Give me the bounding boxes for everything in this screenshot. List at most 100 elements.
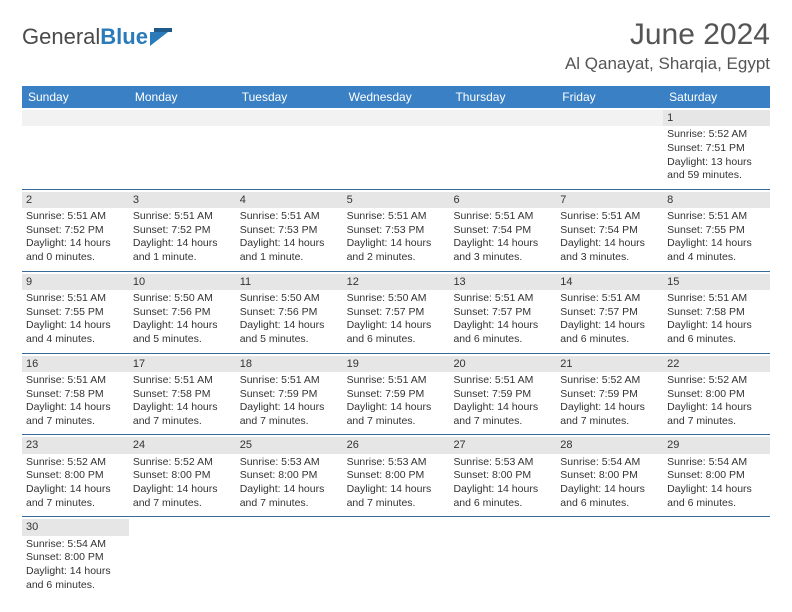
sunrise-text: Sunrise: 5:52 AM (667, 374, 766, 388)
day-header-sunday: Sunday (22, 86, 129, 108)
daylight-text: and 59 minutes. (667, 169, 766, 183)
sunset-text: Sunset: 7:54 PM (453, 224, 552, 238)
sunset-text: Sunset: 7:59 PM (453, 388, 552, 402)
day-number: 17 (129, 356, 236, 372)
day-number (449, 110, 556, 126)
calendar-cell (236, 517, 343, 598)
day-number (449, 519, 556, 535)
day-header-monday: Monday (129, 86, 236, 108)
sunrise-text: Sunrise: 5:54 AM (560, 456, 659, 470)
calendar-cell: 7Sunrise: 5:51 AMSunset: 7:54 PMDaylight… (556, 190, 663, 271)
daylight-text: Daylight: 14 hours (26, 565, 125, 579)
day-number: 3 (129, 192, 236, 208)
sunset-text: Sunset: 7:51 PM (667, 142, 766, 156)
day-number: 23 (22, 437, 129, 453)
daylight-text: Daylight: 14 hours (453, 319, 552, 333)
daylight-text: and 3 minutes. (453, 251, 552, 265)
day-number: 30 (22, 519, 129, 535)
calendar-cell (663, 517, 770, 598)
sunset-text: Sunset: 7:56 PM (133, 306, 232, 320)
calendar-cell (343, 517, 450, 598)
daylight-text: and 1 minute. (240, 251, 339, 265)
day-number (343, 110, 450, 126)
sunset-text: Sunset: 8:00 PM (667, 388, 766, 402)
sunrise-text: Sunrise: 5:52 AM (560, 374, 659, 388)
calendar-cell: 13Sunrise: 5:51 AMSunset: 7:57 PMDayligh… (449, 272, 556, 353)
sunset-text: Sunset: 8:00 PM (133, 469, 232, 483)
day-number: 9 (22, 274, 129, 290)
daylight-text: and 4 minutes. (667, 251, 766, 265)
day-number (22, 110, 129, 126)
sunset-text: Sunset: 8:00 PM (560, 469, 659, 483)
day-number: 13 (449, 274, 556, 290)
sunrise-text: Sunrise: 5:51 AM (560, 210, 659, 224)
daylight-text: Daylight: 14 hours (667, 319, 766, 333)
day-number: 12 (343, 274, 450, 290)
calendar-cell (236, 108, 343, 189)
daylight-text: Daylight: 14 hours (453, 483, 552, 497)
daylight-text: and 6 minutes. (26, 579, 125, 593)
daylight-text: Daylight: 14 hours (133, 237, 232, 251)
header: GeneralBlue June 2024 Al Qanayat, Sharqi… (22, 18, 770, 78)
logo: GeneralBlue (22, 24, 172, 50)
calendar-cell: 22Sunrise: 5:52 AMSunset: 8:00 PMDayligh… (663, 354, 770, 435)
day-number: 16 (22, 356, 129, 372)
daylight-text: and 7 minutes. (240, 497, 339, 511)
day-number: 27 (449, 437, 556, 453)
logo-text-general: General (22, 24, 100, 50)
day-header-saturday: Saturday (663, 86, 770, 108)
calendar-cell: 16Sunrise: 5:51 AMSunset: 7:58 PMDayligh… (22, 354, 129, 435)
day-number (129, 519, 236, 535)
daylight-text: Daylight: 14 hours (667, 237, 766, 251)
calendar-cell: 21Sunrise: 5:52 AMSunset: 7:59 PMDayligh… (556, 354, 663, 435)
day-number: 6 (449, 192, 556, 208)
day-header-wednesday: Wednesday (343, 86, 450, 108)
week-row: 2Sunrise: 5:51 AMSunset: 7:52 PMDaylight… (22, 190, 770, 272)
calendar-cell: 2Sunrise: 5:51 AMSunset: 7:52 PMDaylight… (22, 190, 129, 271)
calendar-cell: 15Sunrise: 5:51 AMSunset: 7:58 PMDayligh… (663, 272, 770, 353)
day-header-thursday: Thursday (449, 86, 556, 108)
calendar-cell: 30 Sunrise: 5:54 AMSunset: 8:00 PMDayligh… (22, 517, 129, 598)
sunrise-text: Sunrise: 5:53 AM (453, 456, 552, 470)
sunrise-text: Sunrise: 5:53 AM (240, 456, 339, 470)
day-number: 4 (236, 192, 343, 208)
day-number (236, 519, 343, 535)
sunrise-text: Sunrise: 5:51 AM (667, 210, 766, 224)
sunrise-text: Sunrise: 5:54 AM (667, 456, 766, 470)
week-row: 16Sunrise: 5:51 AMSunset: 7:58 PMDayligh… (22, 354, 770, 436)
sunrise-text: Sunrise: 5:51 AM (26, 374, 125, 388)
flag-icon (150, 28, 172, 46)
day-number: 5 (343, 192, 450, 208)
calendar-cell: 19Sunrise: 5:51 AMSunset: 7:59 PMDayligh… (343, 354, 450, 435)
calendar-cell: 20Sunrise: 5:51 AMSunset: 7:59 PMDayligh… (449, 354, 556, 435)
sunrise-text: Sunrise: 5:54 AM (26, 538, 125, 552)
location: Al Qanayat, Sharqia, Egypt (565, 54, 770, 74)
daylight-text: and 7 minutes. (26, 497, 125, 511)
daylight-text: Daylight: 14 hours (240, 237, 339, 251)
day-number: 26 (343, 437, 450, 453)
calendar-cell: 6Sunrise: 5:51 AMSunset: 7:54 PMDaylight… (449, 190, 556, 271)
calendar-cell: 18Sunrise: 5:51 AMSunset: 7:59 PMDayligh… (236, 354, 343, 435)
day-header-friday: Friday (556, 86, 663, 108)
calendar-cell: 11Sunrise: 5:50 AMSunset: 7:56 PMDayligh… (236, 272, 343, 353)
day-number: 7 (556, 192, 663, 208)
sunrise-text: Sunrise: 5:51 AM (560, 292, 659, 306)
calendar-cell: 8Sunrise: 5:51 AMSunset: 7:55 PMDaylight… (663, 190, 770, 271)
day-number (129, 110, 236, 126)
sunset-text: Sunset: 7:55 PM (667, 224, 766, 238)
sunset-text: Sunset: 8:00 PM (347, 469, 446, 483)
calendar-cell: 27Sunrise: 5:53 AMSunset: 8:00 PMDayligh… (449, 435, 556, 516)
daylight-text: Daylight: 14 hours (453, 401, 552, 415)
sunrise-text: Sunrise: 5:52 AM (26, 456, 125, 470)
day-headers-row: Sunday Monday Tuesday Wednesday Thursday… (22, 86, 770, 108)
calendar-cell: 3Sunrise: 5:51 AMSunset: 7:52 PMDaylight… (129, 190, 236, 271)
sunset-text: Sunset: 8:00 PM (26, 551, 125, 565)
daylight-text: and 7 minutes. (667, 415, 766, 429)
calendar-cell: 5Sunrise: 5:51 AMSunset: 7:53 PMDaylight… (343, 190, 450, 271)
day-number (343, 519, 450, 535)
day-number: 1 (663, 110, 770, 126)
daylight-text: Daylight: 14 hours (667, 483, 766, 497)
sunset-text: Sunset: 7:58 PM (667, 306, 766, 320)
daylight-text: Daylight: 14 hours (347, 401, 446, 415)
daylight-text: and 6 minutes. (560, 333, 659, 347)
